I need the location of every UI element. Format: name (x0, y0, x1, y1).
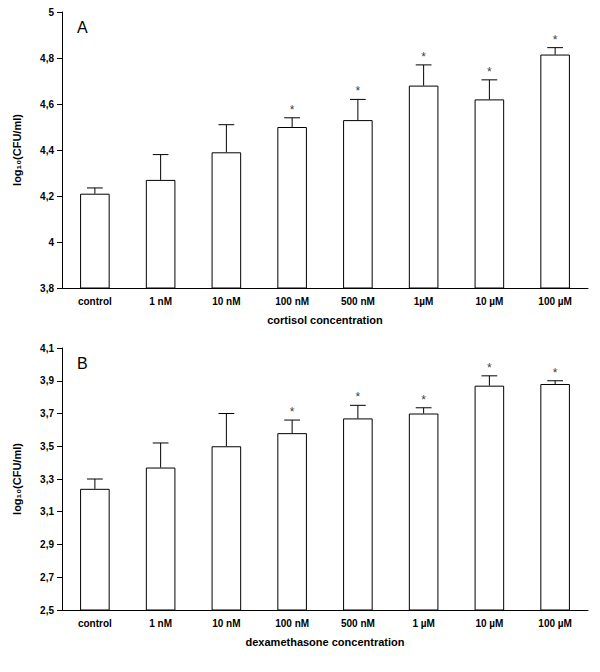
svg-text:control: control (78, 296, 112, 307)
svg-text:dexamethasone concentration: dexamethasone concentration (246, 636, 405, 648)
svg-text:4,6: 4,6 (40, 99, 54, 110)
svg-text:500 nM: 500 nM (341, 618, 375, 629)
svg-text:2,9: 2,9 (40, 539, 54, 550)
svg-text:1 nM: 1 nM (149, 618, 172, 629)
svg-text:log₁₀(CFU/ml): log₁₀(CFU/ml) (11, 443, 23, 515)
svg-text:2,7: 2,7 (40, 572, 54, 583)
svg-text:log₁₀(CFU/ml): log₁₀(CFU/ml) (11, 114, 23, 186)
svg-text:*: * (553, 366, 558, 380)
svg-text:4,8: 4,8 (40, 53, 54, 64)
svg-text:10 µM: 10 µM (475, 296, 503, 307)
svg-text:500 nM: 500 nM (341, 296, 375, 307)
svg-text:1µM: 1µM (414, 296, 434, 307)
svg-text:3,8: 3,8 (40, 283, 54, 294)
svg-text:10 nM: 10 nM (212, 296, 240, 307)
svg-text:*: * (421, 50, 426, 64)
svg-text:cortisol concentration: cortisol concentration (267, 314, 383, 326)
svg-text:*: * (487, 361, 492, 375)
svg-text:100 µM: 100 µM (538, 618, 572, 629)
svg-text:*: * (356, 84, 361, 98)
svg-text:3,3: 3,3 (40, 474, 54, 485)
svg-text:4,1: 4,1 (40, 343, 54, 354)
svg-text:100 nM: 100 nM (275, 296, 309, 307)
svg-text:3,1: 3,1 (40, 506, 54, 517)
svg-text:*: * (290, 405, 295, 419)
svg-text:4,2: 4,2 (40, 191, 54, 202)
svg-text:*: * (290, 103, 295, 117)
svg-text:1 µM: 1 µM (412, 618, 434, 629)
svg-text:2,5: 2,5 (40, 605, 54, 616)
svg-text:3,9: 3,9 (40, 375, 54, 386)
svg-text:B: B (77, 355, 88, 372)
svg-text:5: 5 (48, 7, 54, 18)
svg-text:100 nM: 100 nM (275, 618, 309, 629)
svg-text:control: control (78, 618, 112, 629)
svg-text:A: A (77, 19, 88, 36)
svg-text:3,7: 3,7 (40, 408, 54, 419)
svg-text:*: * (356, 390, 361, 404)
svg-text:4: 4 (48, 237, 54, 248)
svg-text:100 µM: 100 µM (538, 296, 572, 307)
svg-text:3,5: 3,5 (40, 441, 54, 452)
svg-text:*: * (487, 65, 492, 79)
svg-text:1 nM: 1 nM (149, 296, 172, 307)
svg-text:10 nM: 10 nM (212, 618, 240, 629)
svg-text:4,4: 4,4 (40, 145, 54, 156)
svg-text:10 µM: 10 µM (475, 618, 503, 629)
svg-text:*: * (553, 33, 558, 47)
svg-text:*: * (421, 393, 426, 407)
